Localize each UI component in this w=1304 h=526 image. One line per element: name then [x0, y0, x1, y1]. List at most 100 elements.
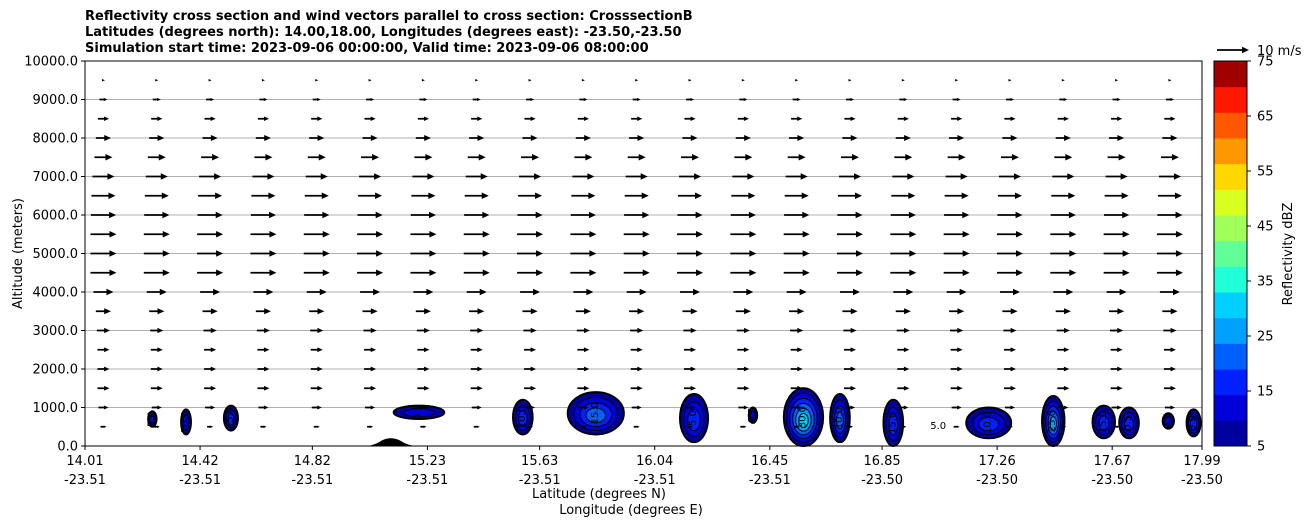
wind-arrow — [98, 405, 109, 410]
wind-arrow — [1055, 134, 1071, 142]
wind-arrow — [257, 385, 270, 391]
wind-arrow — [896, 327, 910, 334]
wind-arrow — [306, 288, 327, 296]
wind-arrow — [841, 154, 860, 161]
wind-arrow — [570, 231, 597, 238]
wind-arrow — [1051, 192, 1076, 199]
wind-arrow — [517, 250, 544, 257]
colorbar: 5 15 25 35 45 55 65 75 Reflectivity dBZ — [1213, 55, 1296, 455]
wind-arrow — [997, 211, 1023, 219]
wind-arrow — [577, 385, 590, 391]
wind-arrow — [146, 288, 167, 296]
wind-arrow — [943, 269, 970, 276]
wind-arrow — [738, 405, 749, 410]
wind-arrow — [250, 250, 277, 257]
title-line-3: Simulation start time: 2023-09-06 00:00:… — [85, 41, 649, 56]
wind-arrow — [683, 327, 697, 334]
contour-cell-level — [1049, 416, 1057, 432]
wind-arrow — [197, 269, 224, 276]
wind-arrow — [1103, 231, 1130, 238]
wind-arrow — [783, 250, 810, 257]
wind-arrow — [955, 78, 959, 82]
wind-arrow — [97, 366, 110, 372]
colorbar-tick-label: 5 — [1257, 440, 1265, 455]
wind-arrow — [792, 97, 801, 102]
wind-arrow — [1162, 308, 1178, 315]
wind-arrow — [1113, 425, 1120, 428]
wind-arrow — [677, 231, 704, 238]
wind-arrow — [624, 211, 650, 219]
contour-label: 0.5 — [747, 407, 758, 423]
wind-arrow — [1002, 308, 1018, 315]
wind-arrow — [680, 288, 701, 296]
wind-arrow — [842, 134, 858, 142]
wind-arrow — [741, 78, 745, 82]
wind-arrow — [1003, 347, 1016, 353]
wind-arrow — [149, 134, 165, 142]
wind-arrow — [1104, 192, 1129, 199]
wind-arrow — [1050, 211, 1076, 219]
wind-arrow — [365, 405, 376, 410]
quiver-key-arrow — [1217, 46, 1249, 54]
wind-arrow — [837, 269, 864, 276]
wind-arrow — [846, 97, 855, 102]
wind-arrow — [949, 134, 965, 142]
wind-arrow — [526, 97, 535, 102]
wind-arrow — [735, 134, 751, 142]
x-tick-label-lat: 14.82 — [294, 454, 331, 469]
wind-arrow — [996, 269, 1023, 276]
wind-arrow — [894, 154, 913, 161]
wind-arrow — [947, 154, 966, 161]
wind-arrow — [895, 308, 911, 315]
wind-arrow — [1053, 288, 1074, 296]
wind-arrow — [897, 116, 909, 121]
wind-arrow — [463, 231, 490, 238]
wind-arrow — [204, 116, 216, 121]
contour-label: 10.0 — [517, 406, 528, 428]
wind-arrow — [1103, 250, 1130, 257]
wind-arrow — [786, 288, 807, 296]
wind-arrow — [366, 97, 375, 102]
wind-arrow — [206, 97, 215, 102]
x-tick-label-lat: 17.26 — [979, 454, 1016, 469]
wind-arrow — [364, 347, 377, 353]
colorbar-segment — [1214, 86, 1247, 113]
x-axis-label-lat: Latitude (degrees N) — [532, 487, 666, 502]
contour-label: 30.0 — [797, 406, 808, 428]
wind-arrow — [571, 192, 596, 199]
wind-arrow — [626, 288, 647, 296]
contour-label: 15.0 — [590, 402, 601, 424]
terrain — [362, 438, 419, 446]
wind-arrow — [677, 269, 704, 276]
colorbar-segment — [1214, 292, 1247, 319]
wind-arrow — [145, 173, 168, 180]
wind-arrow — [419, 97, 428, 102]
reflectivity-contours — [147, 387, 1202, 448]
wind-arrow — [625, 173, 648, 180]
wind-arrow — [417, 385, 430, 391]
wind-arrow — [470, 347, 483, 353]
contour-label: 5.0 — [1188, 415, 1199, 431]
wind-arrow — [1008, 78, 1012, 82]
contour-label: 25.0 — [1047, 410, 1058, 432]
colorbar-segment — [1214, 61, 1247, 88]
wind-arrow — [151, 116, 163, 121]
contour-cell-level — [585, 407, 607, 424]
wind-arrow — [252, 173, 275, 180]
wind-arrow — [578, 405, 589, 410]
wind-arrow — [418, 405, 429, 410]
colorbar-segment — [1214, 215, 1247, 242]
wind-arrow — [998, 173, 1021, 180]
wind-arrow — [839, 173, 862, 180]
wind-arrow — [950, 366, 963, 372]
contour-cell-level — [402, 408, 436, 418]
wind-arrow — [261, 78, 265, 82]
x-tick-label-lon: -23.51 — [179, 473, 221, 488]
wind-arrow — [357, 231, 384, 238]
wind-arrow — [1050, 250, 1077, 257]
wind-arrow — [1111, 116, 1123, 121]
contour-cell-level — [517, 410, 528, 427]
wind-arrow — [1156, 269, 1183, 276]
colorbar-tick-label: 55 — [1257, 165, 1274, 180]
wind-arrow — [95, 308, 112, 315]
